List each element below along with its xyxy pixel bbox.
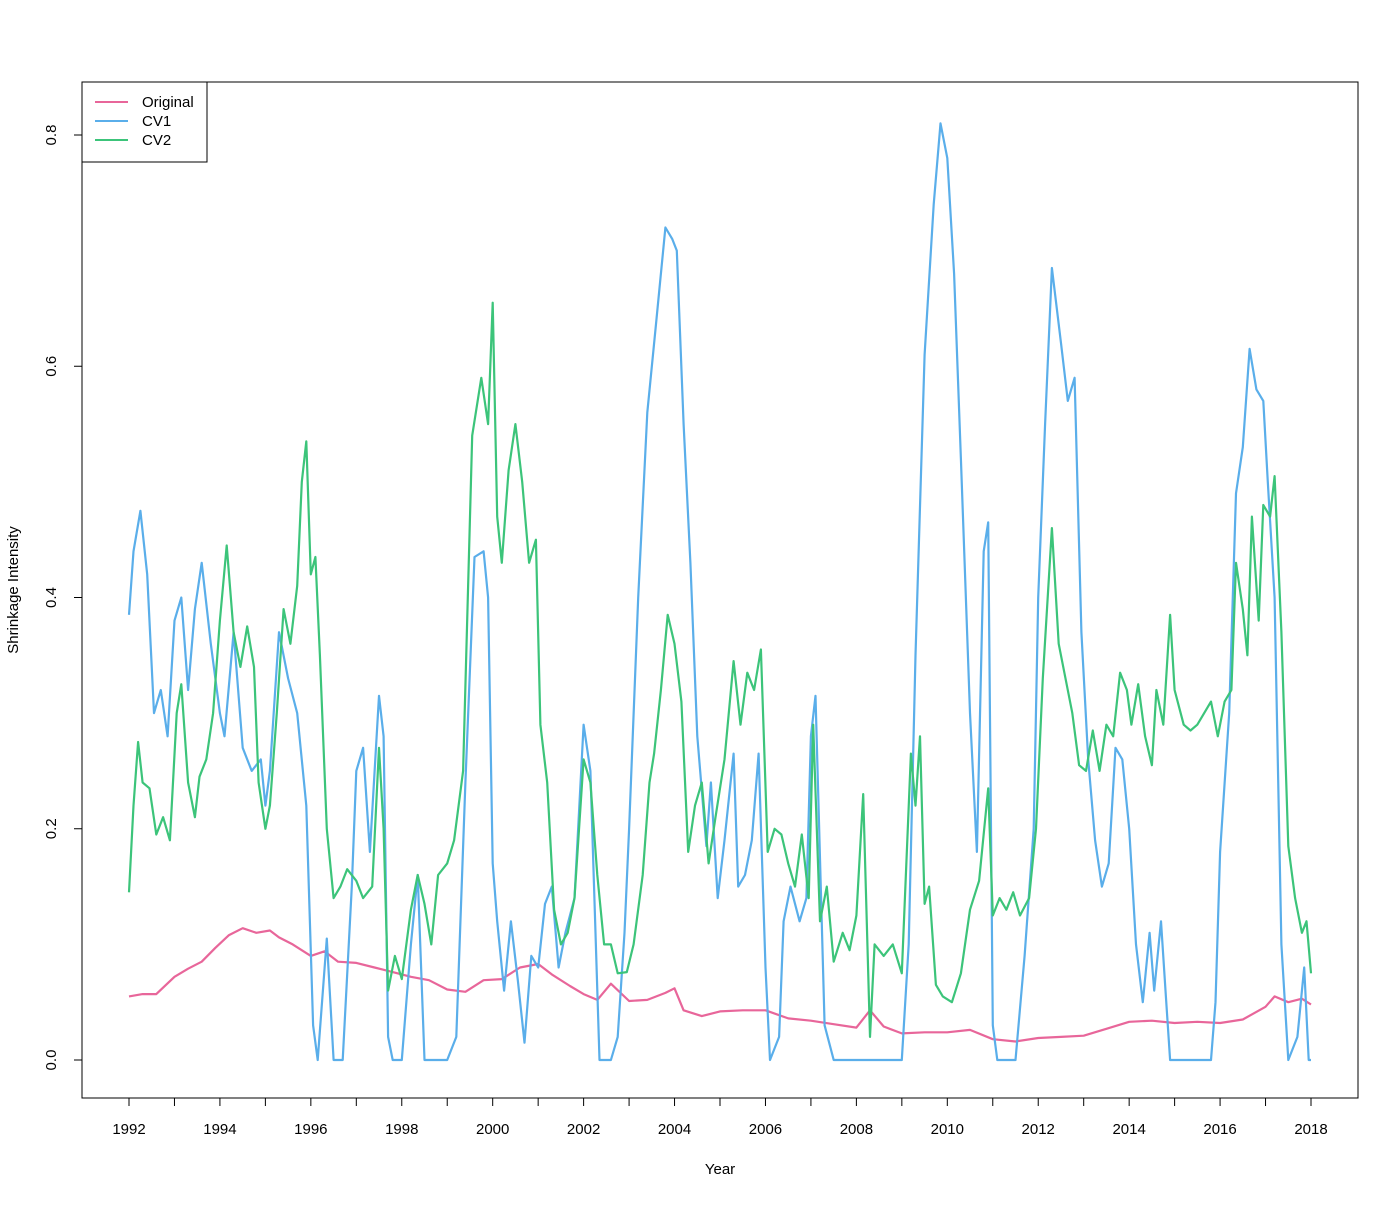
x-tick-label: 1992 xyxy=(112,1121,145,1138)
x-tick-label: 2006 xyxy=(749,1121,782,1138)
legend: Original CV1 CV2 xyxy=(81,81,208,163)
x-tick-label: 1996 xyxy=(294,1121,327,1138)
y-axis: 0.0 0.2 0.4 0.6 0.8 xyxy=(43,125,83,1071)
x-axis: 1992 1994 1996 1998 2000 2002 2004 2006 2008 2010… xyxy=(112,1097,1328,1138)
legend-label-cv1: CV1 xyxy=(142,113,171,130)
legend-label-cv2: CV2 xyxy=(142,132,171,149)
x-tick-label: 2012 xyxy=(1022,1121,1055,1138)
x-tick-label: 2010 xyxy=(931,1121,964,1138)
series-line-cv2 xyxy=(127,301,1313,1038)
series-layer xyxy=(127,122,1313,1062)
y-tick-label: 0.6 xyxy=(43,356,60,377)
plot-box xyxy=(81,81,1359,1099)
y-axis-label: Shrinkage Intensity xyxy=(5,526,22,654)
y-tick-label: 0.8 xyxy=(43,125,60,146)
x-axis-label: Year xyxy=(705,1161,735,1178)
legend-label-original: Original xyxy=(142,94,194,111)
x-tick-label: 2000 xyxy=(476,1121,509,1138)
x-tick-label: 2018 xyxy=(1294,1121,1327,1138)
x-tick-label: 1994 xyxy=(203,1121,236,1138)
y-tick-label: 0.2 xyxy=(43,818,60,839)
x-tick-label: 2002 xyxy=(567,1121,600,1138)
series-line-cv1 xyxy=(127,122,1311,1062)
x-tick-label: 2016 xyxy=(1203,1121,1236,1138)
y-tick-label: 0.4 xyxy=(43,587,60,608)
x-tick-label: 2008 xyxy=(840,1121,873,1138)
y-tick-label: 0.0 xyxy=(43,1050,60,1071)
series-line-original xyxy=(128,927,1312,1043)
x-tick-label: 1998 xyxy=(385,1121,418,1138)
x-tick-label: 2014 xyxy=(1112,1121,1145,1138)
x-tick-label: 2004 xyxy=(658,1121,691,1138)
